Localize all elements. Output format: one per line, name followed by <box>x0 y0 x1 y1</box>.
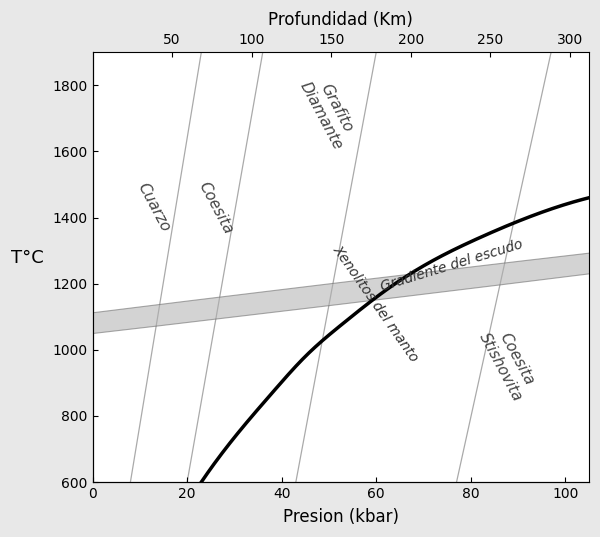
Text: Coesita
Stishovita: Coesita Stishovita <box>476 322 541 404</box>
X-axis label: Presion (kbar): Presion (kbar) <box>283 508 399 526</box>
Text: Grafito
Diamante: Grafito Diamante <box>297 71 361 153</box>
Text: Gradiente del escudo: Gradiente del escudo <box>379 237 524 294</box>
Text: Coesita: Coesita <box>196 179 235 236</box>
Text: Cuarzo: Cuarzo <box>135 180 173 235</box>
X-axis label: Profundidad (Km): Profundidad (Km) <box>268 11 413 29</box>
Ellipse shape <box>0 191 600 397</box>
Y-axis label: T°C: T°C <box>11 249 44 267</box>
Text: Xenolitos del manto: Xenolitos del manto <box>331 243 422 365</box>
